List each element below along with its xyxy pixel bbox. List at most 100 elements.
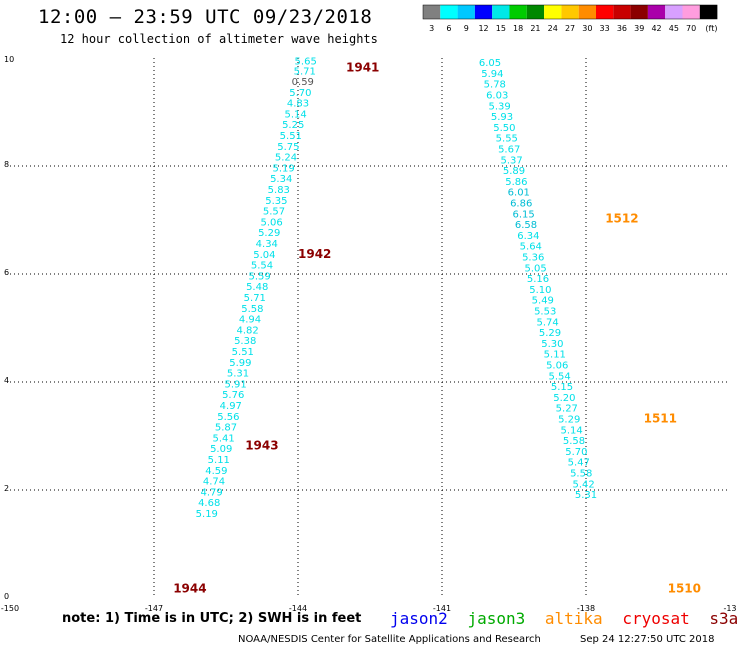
wave-height-point: 5.25 bbox=[282, 120, 304, 131]
x-tick-label: -138 bbox=[577, 604, 595, 613]
wave-height-point: 4.68 bbox=[198, 498, 220, 509]
legend-swatch bbox=[544, 5, 562, 19]
x-tick-label: -13 bbox=[723, 604, 736, 613]
wave-height-point: 5.20 bbox=[553, 393, 575, 404]
legend-swatch bbox=[457, 5, 475, 19]
pass-labels: 1941 1942 1943 1944 1512 1511 1510 bbox=[173, 61, 701, 596]
legend-label: 3 bbox=[429, 24, 434, 33]
wave-height-point: 5.51 bbox=[232, 347, 254, 358]
legend-label: 36 bbox=[617, 24, 627, 33]
wave-height-point: 5.54 bbox=[548, 371, 570, 382]
wave-height-point: 5.06 bbox=[260, 217, 282, 228]
wave-height-point: 5.42 bbox=[572, 479, 594, 490]
legend-label: 18 bbox=[513, 24, 523, 33]
legend-label: 12 bbox=[478, 24, 488, 33]
wave-height-point: 4.74 bbox=[203, 477, 225, 488]
wave-height-point: 5.58 bbox=[241, 304, 263, 315]
wave-height-point: 5.94 bbox=[481, 69, 503, 80]
pass-label: 1944 bbox=[173, 582, 206, 596]
chart-title: 12:00 – 23:59 UTC 09/23/2018 bbox=[38, 6, 373, 28]
wave-height-point: 5.19 bbox=[272, 163, 294, 174]
legend-swatch bbox=[578, 5, 596, 19]
credit-line: NOAA/NESDIS Center for Satellite Applica… bbox=[238, 634, 541, 645]
y-tick-label: 10 bbox=[4, 55, 14, 64]
legend-label: 15 bbox=[496, 24, 506, 33]
legend-swatch bbox=[440, 5, 458, 19]
satellite-jason3: jason3 bbox=[467, 609, 526, 628]
satellite-jason2: jason2 bbox=[390, 609, 448, 628]
wave-height-point: 5.50 bbox=[493, 123, 515, 134]
wave-height-point: 5.87 bbox=[215, 423, 237, 434]
wave-height-point: 5.48 bbox=[246, 282, 268, 293]
legend-label: (ft) bbox=[705, 24, 717, 33]
wave-height-point: 5.51 bbox=[280, 131, 302, 142]
pass-label: 1943 bbox=[245, 439, 278, 453]
wave-height-point: 5.15 bbox=[551, 382, 573, 393]
wave-height-point: 5.34 bbox=[270, 174, 292, 185]
legend-swatch bbox=[526, 5, 545, 19]
wave-height-point: 5.99 bbox=[229, 358, 251, 369]
pass-label: 1942 bbox=[298, 247, 331, 261]
wave-height-point: 5.70 bbox=[565, 447, 587, 458]
wave-height-point: 6.01 bbox=[508, 188, 530, 199]
wave-height-point: 6.03 bbox=[486, 91, 508, 102]
satellite-legend: jason2 jason3 altika cryosat s3a bbox=[390, 609, 740, 628]
legend-label: 70 bbox=[686, 24, 696, 33]
x-tick-label: -144 bbox=[289, 604, 307, 613]
wave-height-point: 5.24 bbox=[275, 153, 297, 164]
wave-height-point: 5.31 bbox=[227, 369, 249, 380]
wave-height-point: 4.97 bbox=[220, 401, 242, 412]
wave-height-point: 5.58 bbox=[570, 469, 592, 480]
wave-height-point: 4.34 bbox=[256, 239, 278, 250]
wave-height-point: 5.19 bbox=[196, 509, 218, 520]
wave-height-point: 5.27 bbox=[556, 404, 578, 415]
satellite-s3a: s3a bbox=[709, 609, 739, 628]
satellite-altika: altika bbox=[544, 609, 603, 628]
wave-height-point: 5.04 bbox=[253, 250, 275, 261]
pass-label: 1510 bbox=[668, 582, 701, 596]
x-tick-label: -150 bbox=[1, 604, 19, 613]
wave-height-point: 5.16 bbox=[527, 274, 549, 285]
legend-swatch bbox=[509, 5, 527, 19]
wave-height-point: 5.56 bbox=[217, 412, 239, 423]
wave-height-point: 5.39 bbox=[488, 101, 510, 112]
wave-height-point: 5.11 bbox=[208, 455, 230, 466]
wave-height-point: 5.06 bbox=[546, 361, 568, 372]
wave-height-point: 5.47 bbox=[568, 458, 590, 469]
wave-height-point: 6.86 bbox=[510, 199, 532, 210]
legend-swatch bbox=[699, 5, 718, 19]
wave-height-point: 5.14 bbox=[284, 109, 306, 120]
x-tick-label: -147 bbox=[145, 604, 163, 613]
wave-height-point: 5.10 bbox=[529, 285, 551, 296]
wave-height-point: 5.91 bbox=[224, 379, 246, 390]
wave-height-point: 5.09 bbox=[210, 444, 232, 455]
wave-height-point: 6.05 bbox=[479, 58, 501, 69]
legend-swatch bbox=[423, 5, 441, 19]
pass-label: 1511 bbox=[644, 412, 677, 426]
wave-height-point: 4.83 bbox=[287, 99, 309, 110]
legend-swatch bbox=[596, 5, 614, 19]
wave-height-point: 4.94 bbox=[239, 315, 261, 326]
legend-label: 33 bbox=[600, 24, 610, 33]
x-tick-label: -141 bbox=[433, 604, 451, 613]
wave-height-point: 5.59 bbox=[248, 271, 270, 282]
wave-height-point: 5.71 bbox=[244, 293, 266, 304]
legend-swatch bbox=[665, 5, 683, 19]
chart-grid bbox=[10, 58, 730, 598]
legend-swatch bbox=[492, 5, 510, 19]
wave-height-point: 5.83 bbox=[268, 185, 290, 196]
wave-height-point: 5.76 bbox=[222, 390, 244, 401]
wave-height-point: 5.78 bbox=[484, 80, 506, 91]
wave-height-point: 5.29 bbox=[539, 328, 561, 339]
color-legend: 3 6 9 12 15 18 21 24 27 30 33 36 39 42 45 70 (ft) bbox=[422, 4, 718, 33]
wave-height-point: 5.75 bbox=[277, 142, 299, 153]
wave-height-point: 5.89 bbox=[503, 166, 525, 177]
wave-height-point: 5.57 bbox=[263, 207, 285, 218]
satellite-cryosat: cryosat bbox=[622, 609, 690, 628]
wave-height-point: 5.30 bbox=[541, 339, 563, 350]
legend-label: 6 bbox=[446, 24, 451, 33]
wave-height-point: 5.86 bbox=[505, 177, 527, 188]
wave-height-point: 5.93 bbox=[491, 112, 513, 123]
wave-height-point: 5.55 bbox=[496, 134, 518, 145]
